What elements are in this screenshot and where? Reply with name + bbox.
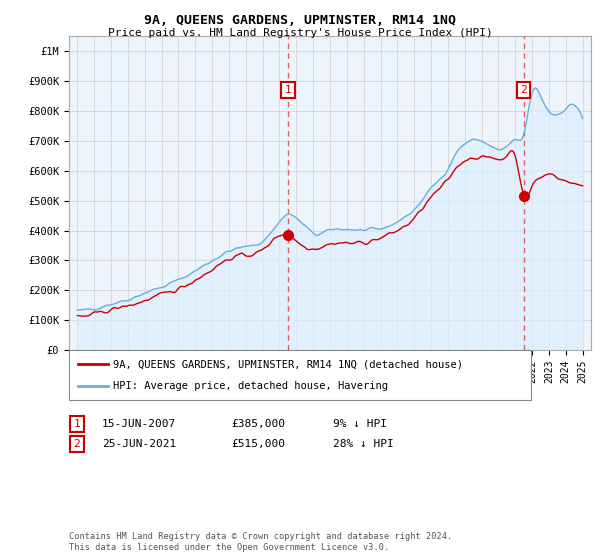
Text: 1: 1 <box>73 419 80 429</box>
Text: 9A, QUEENS GARDENS, UPMINSTER, RM14 1NQ: 9A, QUEENS GARDENS, UPMINSTER, RM14 1NQ <box>144 14 456 27</box>
Text: 25-JUN-2021: 25-JUN-2021 <box>102 439 176 449</box>
Text: 2: 2 <box>520 85 527 95</box>
Text: £515,000: £515,000 <box>231 439 285 449</box>
Text: Contains HM Land Registry data © Crown copyright and database right 2024.
This d: Contains HM Land Registry data © Crown c… <box>69 532 452 552</box>
Text: 28% ↓ HPI: 28% ↓ HPI <box>333 439 394 449</box>
Text: 1: 1 <box>284 85 291 95</box>
Text: HPI: Average price, detached house, Havering: HPI: Average price, detached house, Have… <box>113 381 388 391</box>
Text: £385,000: £385,000 <box>231 419 285 429</box>
Text: 2: 2 <box>73 439 80 449</box>
Text: 15-JUN-2007: 15-JUN-2007 <box>102 419 176 429</box>
Text: Price paid vs. HM Land Registry's House Price Index (HPI): Price paid vs. HM Land Registry's House … <box>107 28 493 38</box>
Text: 9% ↓ HPI: 9% ↓ HPI <box>333 419 387 429</box>
Text: 9A, QUEENS GARDENS, UPMINSTER, RM14 1NQ (detached house): 9A, QUEENS GARDENS, UPMINSTER, RM14 1NQ … <box>113 359 463 369</box>
